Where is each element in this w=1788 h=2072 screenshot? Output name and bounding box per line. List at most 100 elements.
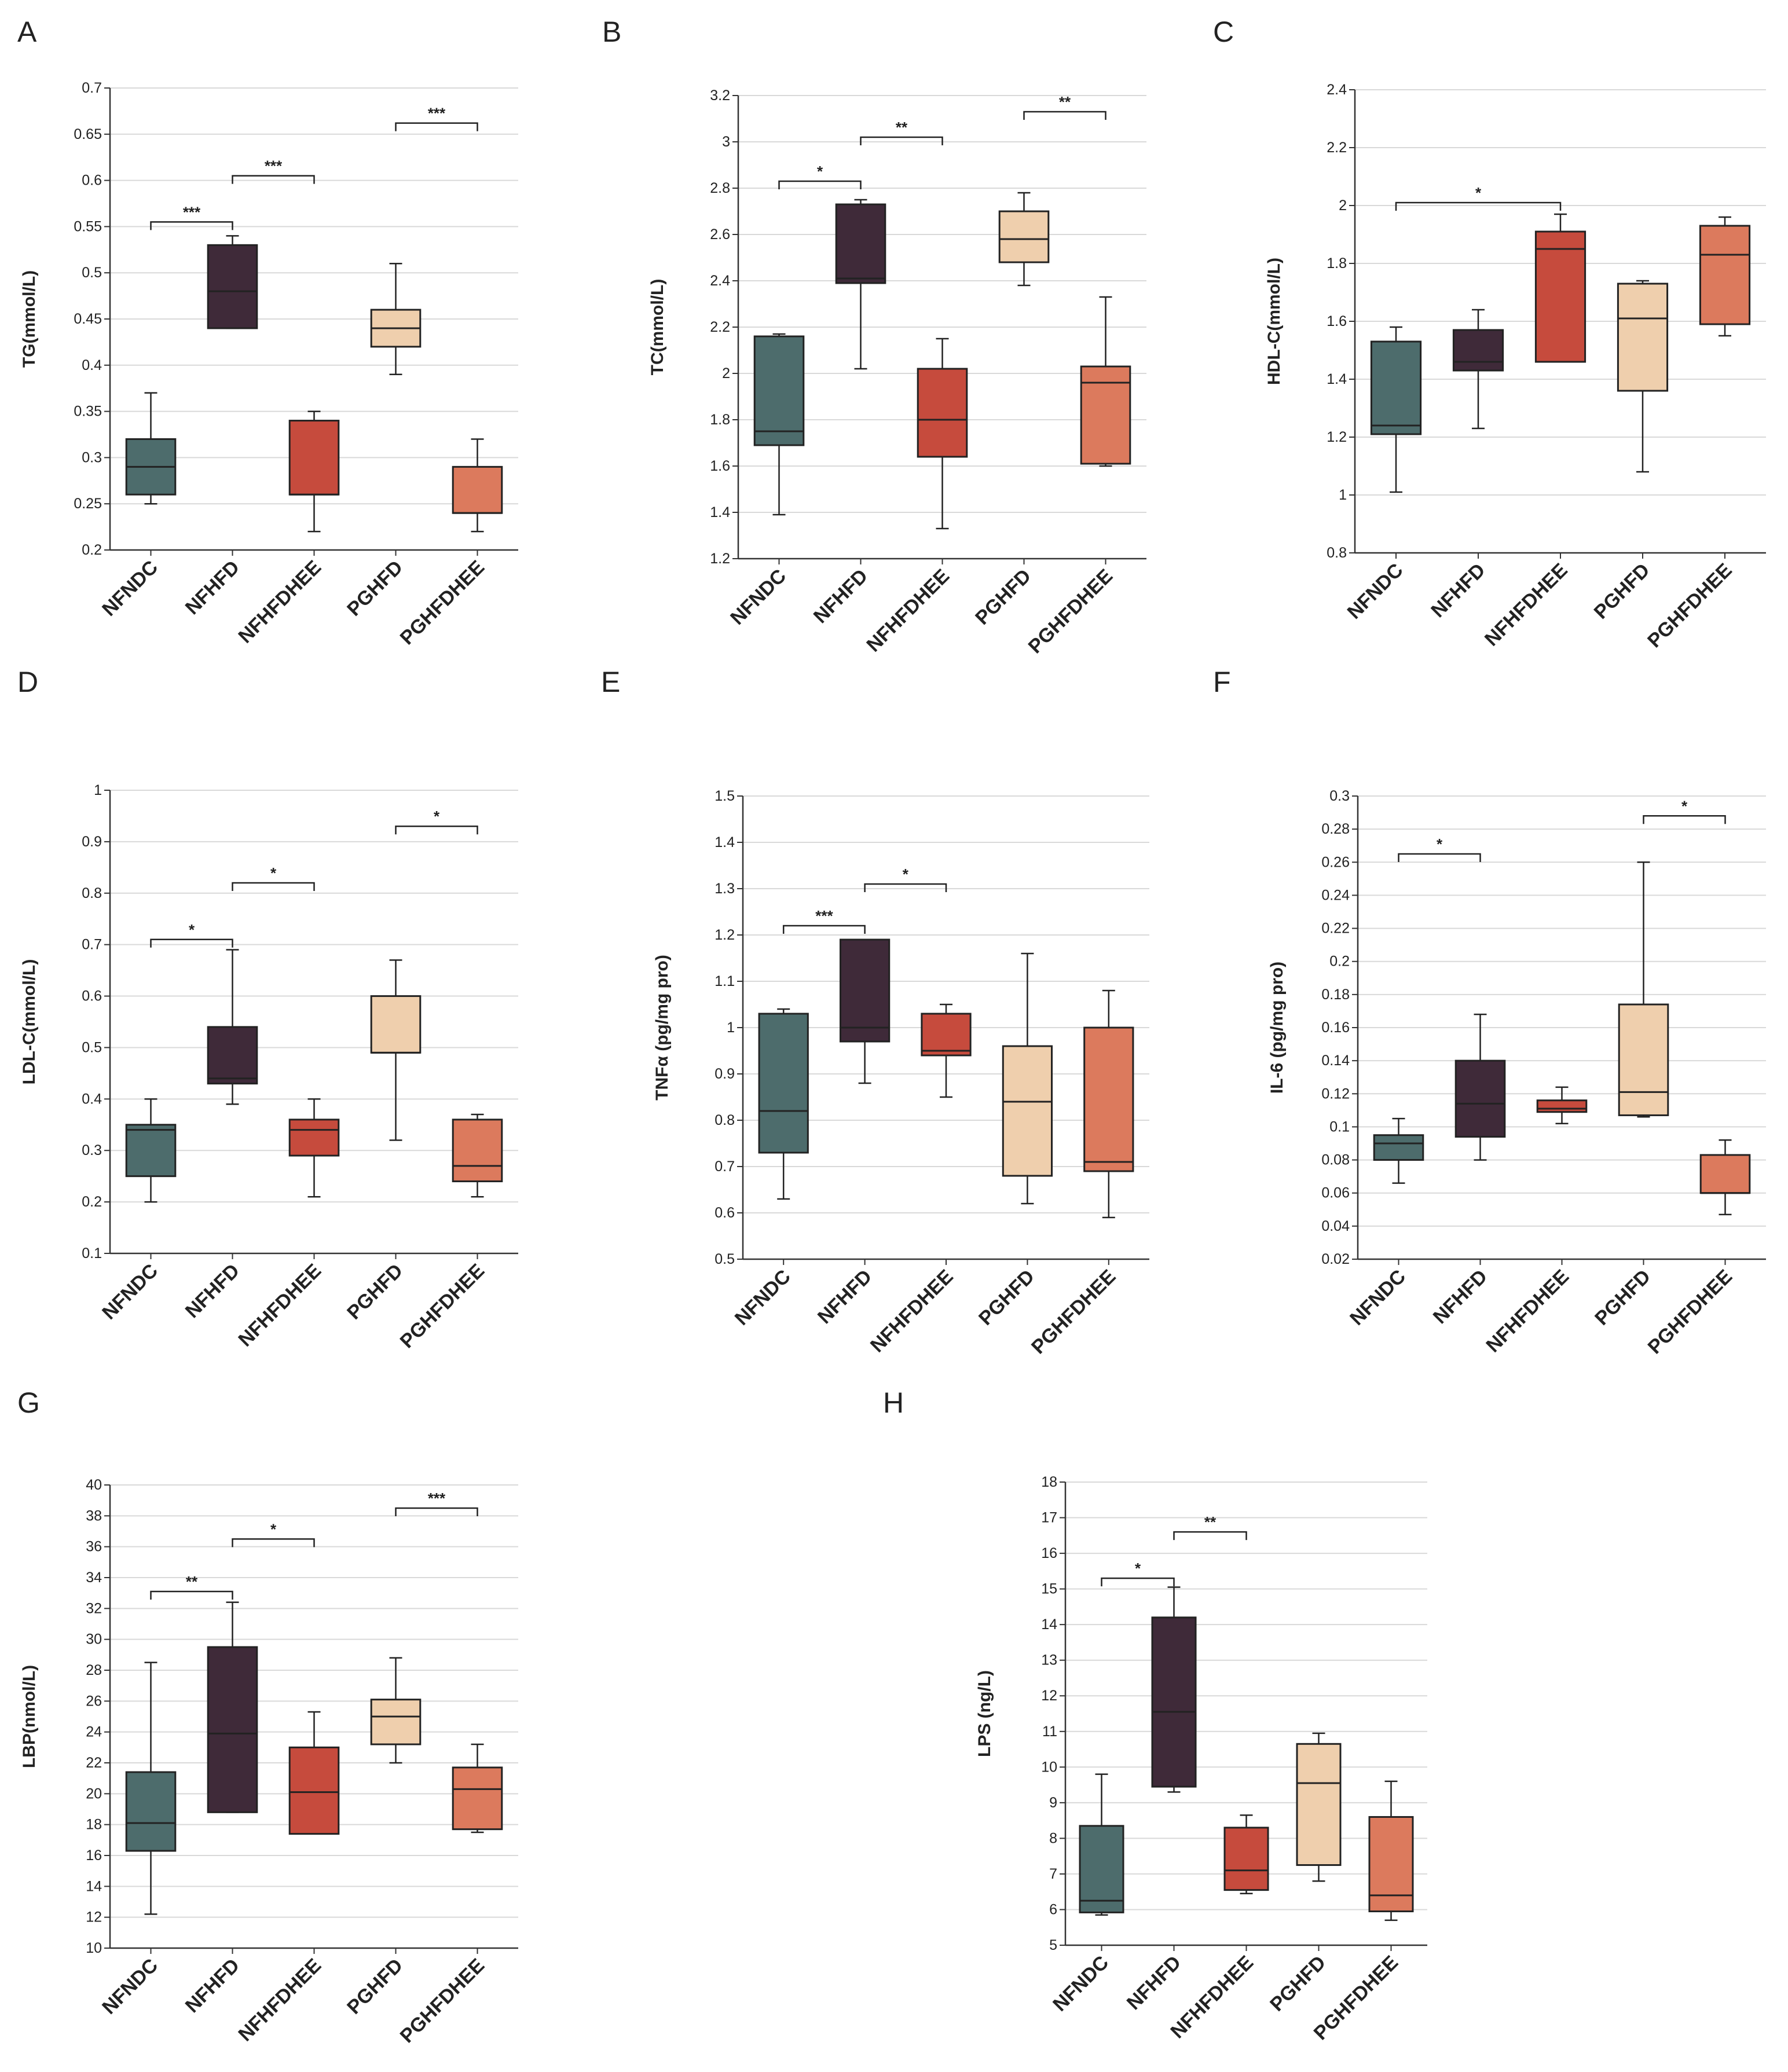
y-tick-label: 0.9 <box>82 834 102 850</box>
box-nfndc <box>753 333 805 516</box>
y-tick-label: 36 <box>86 1539 102 1555</box>
y-tick-label: 0.24 <box>1321 887 1350 903</box>
box-pghfd <box>1296 1732 1342 1882</box>
significance-bracket: * <box>778 163 862 189</box>
y-tick-label: 0.26 <box>1321 854 1350 870</box>
box-iqr <box>839 938 891 1043</box>
y-tick-label: 6 <box>1049 1901 1057 1917</box>
y-tick-label: 0.16 <box>1321 1020 1350 1036</box>
chart-panel-b: B 1.2 1.4 1.6 1.8 2 2.2 2.4 2.6 2.8 3 3.2 TC(mmol/L)… <box>602 16 1146 658</box>
significance-label: * <box>817 163 823 180</box>
y-tick-label: 34 <box>86 1569 102 1586</box>
box-iqr <box>1699 1154 1751 1194</box>
bracket-line <box>232 1538 315 1547</box>
y-tick-label: 1.2 <box>715 927 735 943</box>
box-nfhfd <box>207 1601 258 1813</box>
y-tick-label: 1.4 <box>1327 371 1347 387</box>
y-tick-label: 1.5 <box>715 788 735 804</box>
y-tick-label: 2.6 <box>710 226 730 243</box>
x-tick-label: PGHFD <box>1266 1952 1330 2016</box>
box-iqr <box>998 210 1050 263</box>
chart-panel-g: G 10 12 14 16 18 20 22 24 26 28 30 32 34 36 38 40 LBP(nmo… <box>17 1387 518 2047</box>
significance-label: * <box>1135 1560 1141 1577</box>
y-tick-label: 0.65 <box>74 126 102 142</box>
y-tick-label: 12 <box>86 1909 102 1926</box>
significance-bracket: *** <box>782 907 866 934</box>
significance-bracket: * <box>1643 797 1726 824</box>
y-tick-label: 40 <box>86 1477 102 1493</box>
y-tick-label: 2.4 <box>710 273 730 289</box>
y-tick-label: 22 <box>86 1755 102 1771</box>
y-tick-label: 1.3 <box>715 881 735 897</box>
box-pghfd <box>370 959 422 1141</box>
y-tick-label: 26 <box>86 1693 102 1709</box>
y-tick-label: 0.7 <box>715 1158 735 1175</box>
bracket-line <box>395 825 478 835</box>
box-iqr <box>835 203 886 284</box>
y-tick-label: 2 <box>722 365 730 382</box>
x-tick-label: NFNDC <box>731 1266 795 1330</box>
y-tick-label: 0.04 <box>1321 1218 1350 1234</box>
bracket-line <box>395 122 478 131</box>
x-tick-label: NFHFD <box>1429 1266 1492 1328</box>
box-iqr <box>288 1118 340 1157</box>
y-tick-label: 0.8 <box>1327 545 1347 561</box>
significance-label: *** <box>815 907 833 925</box>
y-tick-label: 0.9 <box>715 1066 735 1082</box>
y-tick-label: 12 <box>1041 1688 1057 1704</box>
bracket-line <box>150 221 233 230</box>
y-tick-label: 0.45 <box>74 311 102 327</box>
bracket-line <box>232 882 315 891</box>
box-iqr <box>207 244 258 329</box>
x-tick-label: PGHFD <box>971 565 1035 629</box>
y-tick-label: 18 <box>86 1817 102 1833</box>
significance-label: ** <box>896 119 908 136</box>
box-iqr <box>125 1124 177 1178</box>
y-tick-label: 0.7 <box>82 80 102 96</box>
y-tick-label: 0.08 <box>1321 1152 1350 1168</box>
bracket-line <box>1023 111 1106 120</box>
x-tick-label: NFHFD <box>181 1260 244 1322</box>
significance-label: *** <box>428 105 446 122</box>
x-tick-label: PGHFDHEE <box>396 1954 489 2047</box>
x-tick-label: NFHFD <box>814 1266 876 1328</box>
box-nfndc <box>125 1662 177 1915</box>
x-tick-label: PGHFD <box>343 1954 407 2019</box>
significance-bracket: *** <box>150 203 233 230</box>
box-iqr <box>1452 329 1504 372</box>
significance-bracket: * <box>864 866 947 892</box>
significance-bracket: ** <box>1023 93 1106 120</box>
box-pghfdhee <box>1368 1780 1414 1921</box>
panel-letter: B <box>602 16 621 48</box>
significance-bracket: ** <box>1173 1513 1247 1541</box>
significance-label: * <box>903 866 909 883</box>
box-iqr <box>1296 1743 1342 1866</box>
y-tick-label: 0.02 <box>1321 1251 1350 1267</box>
y-tick-label: 2 <box>1339 197 1347 214</box>
significance-bracket: * <box>1398 835 1481 862</box>
panel-letter: F <box>1213 666 1231 698</box>
bracket-line <box>1398 853 1481 862</box>
box-pghfdhee <box>1080 296 1131 467</box>
significance-label: * <box>434 808 440 825</box>
y-axis-label: LBP(nmol/L) <box>20 1665 39 1768</box>
y-tick-label: 0.3 <box>82 449 102 465</box>
significance-bracket: *** <box>232 157 315 184</box>
x-tick-label: PGHFDHEE <box>396 556 489 649</box>
box-iqr <box>1373 1134 1424 1161</box>
x-tick-label: NFHFDHEE <box>1482 1266 1573 1357</box>
chart-panel-f: F 0.02 0.04 0.06 0.08 0.1 0.12 0.14 0.16 0.18 0.2 0… <box>1213 666 1766 1358</box>
y-tick-label: 0.6 <box>82 173 102 189</box>
significance-label: ** <box>1204 1513 1217 1531</box>
box-nfndc <box>1370 326 1422 493</box>
y-tick-label: 0.3 <box>1329 788 1350 804</box>
box-iqr <box>1454 1059 1506 1138</box>
box-pghfd <box>1618 861 1669 1118</box>
y-tick-label: 14 <box>1041 1616 1057 1633</box>
x-tick-label: NFHFDHEE <box>234 1260 325 1351</box>
box-pghfd <box>998 192 1050 287</box>
box-iqr <box>452 465 503 514</box>
box-pghfdhee <box>1699 216 1751 337</box>
y-tick-label: 10 <box>86 1940 102 1956</box>
y-tick-label: 1.2 <box>710 551 730 567</box>
